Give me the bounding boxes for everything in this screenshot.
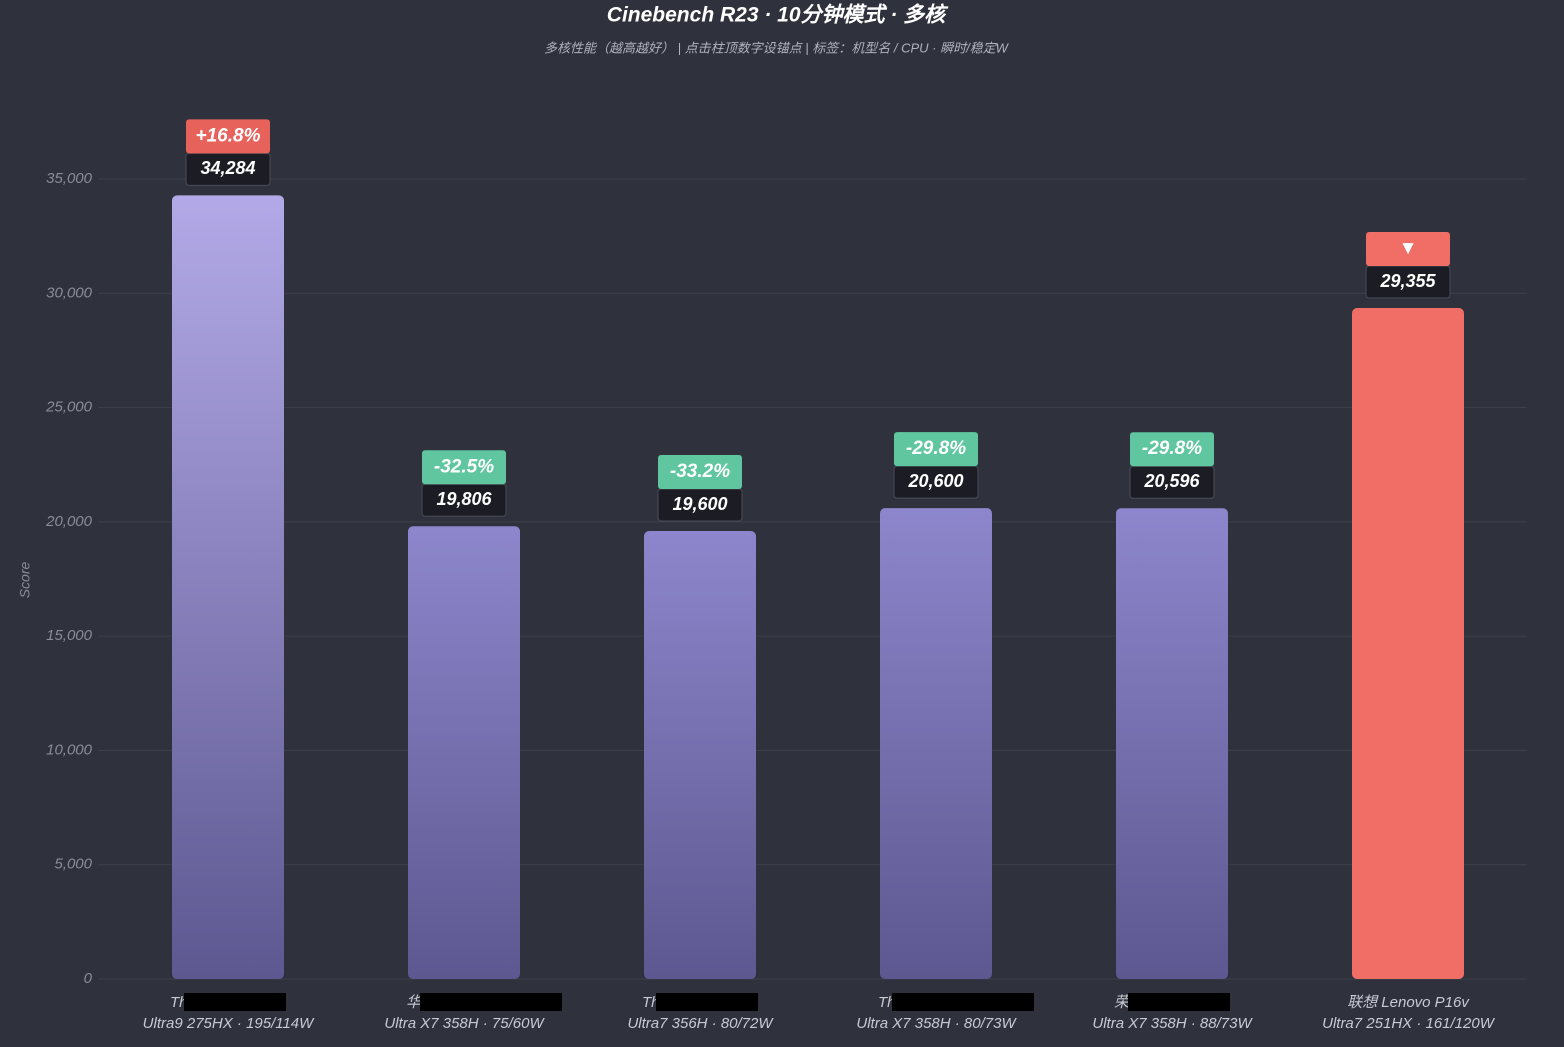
y-tick-label: 25,000	[45, 399, 93, 416]
redaction	[1128, 993, 1230, 1011]
badge-annotation-bg	[422, 450, 506, 485]
redaction	[184, 993, 286, 1011]
x-tick-label: 联想 Lenovo P16v	[1347, 994, 1470, 1011]
x-tick-label: 荣	[1114, 994, 1131, 1011]
redaction	[892, 993, 1034, 1011]
badge-annotation-bg	[186, 119, 270, 154]
bar	[408, 526, 520, 979]
bar	[172, 195, 284, 979]
x-tick-label: Ultra7 356H · 80/72W	[627, 1015, 774, 1032]
annotation: -29.8%	[906, 438, 966, 459]
annotation: ▼	[1399, 238, 1418, 259]
y-tick-label: 30,000	[46, 284, 93, 301]
y-axis-label: Score	[17, 562, 33, 599]
annotation: -29.8%	[1142, 438, 1202, 459]
x-tick-label: Th	[878, 994, 896, 1011]
badge-annotation-bg	[1366, 232, 1450, 267]
x-tick-label: Ultra9 275HX · 195/114W	[143, 1015, 315, 1032]
value-label: 19,600	[672, 494, 727, 514]
y-tick-label: 20,000	[45, 513, 93, 530]
bar	[880, 508, 992, 979]
x-tick-label: Th	[170, 994, 188, 1011]
badge-annotation-bg	[658, 455, 742, 489]
bar	[1116, 508, 1228, 979]
x-tick-label: Ultra X7 358H · 88/73W	[1092, 1015, 1253, 1032]
chart-subtitle: 多核性能（越高越好） | 点击柱顶数字设锚点 | 标签：机型名 / CPU · …	[544, 40, 1010, 55]
value-label: 29,355	[1379, 271, 1436, 291]
x-tick-label: 华	[406, 994, 423, 1011]
annotation: +16.8%	[196, 125, 261, 146]
y-tick-label: 15,000	[46, 627, 93, 644]
y-tick-label: 10,000	[46, 741, 93, 758]
value-label: 20,596	[1143, 471, 1200, 491]
y-tick-label: 35,000	[46, 170, 93, 187]
redaction	[420, 993, 562, 1011]
value-label: 20,600	[907, 471, 963, 491]
badge-annotation-bg	[1130, 432, 1214, 467]
y-tick-label: 5,000	[54, 856, 92, 873]
annotation: -32.5%	[434, 456, 494, 477]
annotation: -33.2%	[670, 461, 730, 482]
x-tick-label: Ultra X7 358H · 75/60W	[384, 1015, 545, 1032]
bar	[1352, 308, 1464, 979]
x-tick-label: Ultra X7 358H · 80/73W	[856, 1015, 1017, 1032]
x-tick-label: Ultra7 251HX · 161/120W	[1322, 1015, 1496, 1032]
value-label: 34,284	[200, 158, 255, 178]
bar	[644, 531, 756, 979]
value-label: 19,806	[436, 489, 492, 509]
y-tick-label: 0	[84, 970, 93, 987]
x-tick-label: Th	[642, 994, 660, 1011]
chart-title: Cinebench R23 · 10分钟模式 · 多核	[607, 3, 949, 27]
badge-annotation-bg	[894, 432, 978, 467]
redaction	[656, 993, 758, 1011]
